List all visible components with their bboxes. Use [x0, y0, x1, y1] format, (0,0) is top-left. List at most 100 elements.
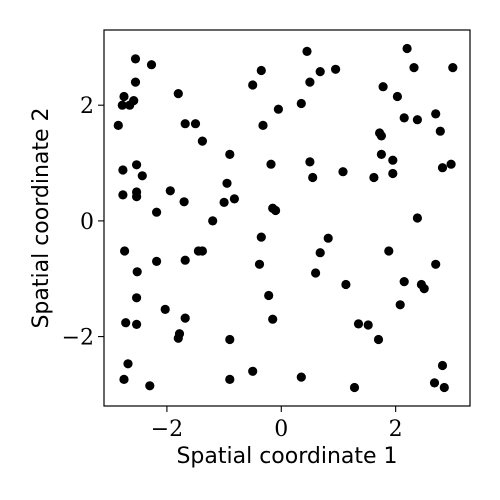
scatter-point [373, 334, 384, 345]
scatter-point [119, 374, 129, 384]
scatter-point [121, 318, 131, 328]
scatter-point [273, 104, 283, 114]
scatter-point [132, 293, 142, 303]
scatter-point [219, 197, 229, 207]
scatter-point [305, 157, 315, 167]
scatter-point [179, 197, 189, 207]
scatter-point [118, 190, 128, 200]
scatter-point [146, 60, 157, 70]
y-tick-label: 2 [80, 94, 94, 119]
scatter-point [256, 232, 266, 242]
scatter-point [225, 149, 235, 159]
ticks-layer: −2 0 2 −2 0 2 [62, 94, 403, 442]
scatter-point [130, 54, 141, 64]
scatter-point [264, 290, 274, 301]
scatter-point [268, 314, 278, 324]
scatter-point [152, 256, 162, 266]
scatter-point [349, 382, 360, 393]
y-tick-label: 0 [80, 210, 94, 235]
scatter-point [399, 113, 409, 123]
scatter-point [431, 259, 441, 269]
scatter-point [229, 194, 239, 204]
scatter-point [145, 381, 155, 391]
scatter-point [132, 192, 142, 202]
scatter-point [431, 109, 441, 119]
scatter-point [256, 65, 266, 76]
scatter-point [248, 80, 258, 90]
scatter-point [271, 205, 281, 216]
scatter-point [248, 366, 258, 376]
scatter-point [120, 246, 130, 256]
scatter-point [302, 46, 312, 57]
scatter-point [437, 360, 448, 371]
scatter-point [376, 149, 386, 159]
scatter-point [363, 320, 373, 330]
scatter-point [315, 248, 325, 258]
scatter-point [395, 300, 405, 310]
plot-frame [103, 29, 471, 407]
x-tick-label: −2 [151, 417, 183, 442]
points-layer [113, 43, 458, 393]
scatter-point [180, 255, 190, 265]
scatter-point [258, 120, 268, 130]
scatter-point [311, 268, 321, 278]
scatter-point [113, 120, 123, 130]
scatter-point [180, 313, 190, 323]
scatter-point [412, 115, 422, 125]
scatter-point [439, 382, 449, 393]
scatter-point [254, 259, 265, 269]
x-axis-title: Spatial coordinate 1 [176, 444, 397, 469]
scatter-point [437, 163, 448, 173]
scatter-point [225, 334, 235, 345]
scatter-point [399, 277, 409, 287]
scatter-point [165, 186, 175, 196]
scatter-point [369, 172, 379, 183]
scatter-point [402, 43, 412, 54]
scatter-point [338, 167, 348, 177]
scatter-point [378, 82, 388, 92]
scatter-point [315, 67, 325, 77]
scatter-point [225, 374, 235, 384]
scatter-point [190, 119, 201, 129]
scatter-point [129, 96, 139, 106]
scatter-point [132, 267, 142, 277]
scatter-point [429, 378, 440, 388]
scatter-point [160, 304, 170, 314]
scatter-point [419, 284, 429, 294]
y-tick-label: −2 [62, 326, 94, 351]
x-tick-label: 2 [389, 417, 403, 442]
scatter-point [448, 63, 458, 73]
scatter-point [446, 159, 456, 169]
scatter-point [197, 136, 207, 146]
scatter-point [392, 91, 402, 102]
scatter-point [119, 91, 129, 102]
scatter-point [305, 77, 315, 87]
scatter-point [132, 319, 142, 329]
scatter-point [118, 165, 128, 175]
scatter-point [296, 98, 306, 109]
scatter-point [353, 319, 364, 329]
scatter-point [173, 89, 183, 99]
scatter-point [341, 279, 351, 290]
scatter-point [412, 213, 422, 223]
scatter-point [123, 359, 133, 369]
scatter-point [323, 233, 333, 243]
scatter-point [173, 333, 183, 343]
scatter-point [384, 246, 394, 256]
scatter-point [222, 178, 232, 188]
scatter-point [132, 160, 142, 170]
scatter-point [180, 119, 190, 129]
scatter-point [266, 159, 276, 169]
scatter-point [137, 171, 147, 181]
scatter-point [208, 216, 218, 226]
scatter-point [197, 246, 207, 256]
scatter-point [388, 168, 398, 179]
scatter-point [376, 131, 386, 141]
scatter-point [152, 207, 162, 217]
y-axis-title: Spatial coordinate 2 [29, 107, 54, 328]
scatter-point [308, 172, 318, 183]
scatter-point [331, 64, 341, 74]
scatter-point [130, 77, 141, 87]
